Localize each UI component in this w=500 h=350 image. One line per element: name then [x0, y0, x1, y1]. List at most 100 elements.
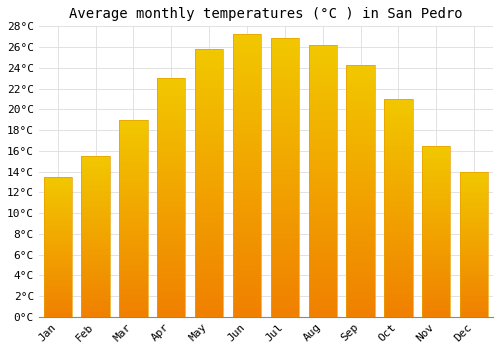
Bar — [157, 229, 186, 231]
Bar — [233, 232, 261, 235]
Bar — [195, 234, 224, 237]
Bar — [308, 64, 337, 67]
Bar — [346, 155, 375, 158]
Bar — [346, 241, 375, 244]
Bar — [195, 119, 224, 121]
Bar — [44, 213, 72, 215]
Bar — [460, 201, 488, 202]
Bar — [233, 107, 261, 110]
Bar — [157, 121, 186, 124]
Bar — [82, 161, 110, 162]
Bar — [157, 202, 186, 205]
Bar — [384, 295, 412, 297]
Bar — [233, 158, 261, 161]
Bar — [346, 168, 375, 170]
Bar — [233, 297, 261, 300]
Bar — [346, 176, 375, 178]
Bar — [422, 276, 450, 278]
Bar — [308, 178, 337, 181]
Bar — [460, 290, 488, 292]
Bar — [460, 174, 488, 176]
Bar — [44, 192, 72, 194]
Bar — [233, 124, 261, 127]
Bar — [270, 65, 299, 68]
Bar — [195, 180, 224, 183]
Bar — [346, 72, 375, 75]
Bar — [233, 135, 261, 138]
Bar — [195, 105, 224, 108]
Bar — [346, 170, 375, 173]
Bar — [82, 267, 110, 268]
Bar — [44, 272, 72, 273]
Bar — [157, 240, 186, 243]
Bar — [119, 183, 148, 185]
Bar — [460, 198, 488, 199]
Bar — [270, 88, 299, 91]
Bar — [44, 220, 72, 222]
Bar — [460, 238, 488, 240]
Bar — [270, 236, 299, 239]
Bar — [460, 270, 488, 272]
Bar — [119, 242, 148, 244]
Bar — [157, 221, 186, 224]
Bar — [308, 254, 337, 257]
Bar — [346, 309, 375, 312]
Bar — [119, 167, 148, 169]
Bar — [384, 164, 412, 167]
Bar — [119, 254, 148, 256]
Bar — [233, 164, 261, 167]
Bar — [308, 227, 337, 230]
Bar — [308, 273, 337, 276]
Bar — [308, 312, 337, 314]
Bar — [233, 161, 261, 164]
Bar — [460, 307, 488, 308]
Bar — [157, 307, 186, 310]
Bar — [346, 65, 375, 317]
Bar — [119, 226, 148, 228]
Bar — [233, 243, 261, 246]
Bar — [195, 223, 224, 226]
Bar — [308, 211, 337, 214]
Bar — [422, 176, 450, 178]
Bar — [346, 166, 375, 168]
Bar — [44, 217, 72, 219]
Bar — [346, 150, 375, 153]
Bar — [195, 113, 224, 116]
Bar — [270, 244, 299, 247]
Bar — [308, 192, 337, 195]
Bar — [460, 214, 488, 215]
Bar — [460, 295, 488, 296]
Bar — [119, 130, 148, 132]
Bar — [346, 224, 375, 226]
Bar — [195, 103, 224, 105]
Bar — [233, 283, 261, 286]
Bar — [270, 214, 299, 216]
Bar — [346, 208, 375, 211]
Bar — [460, 227, 488, 228]
Bar — [195, 132, 224, 135]
Bar — [346, 103, 375, 105]
Bar — [460, 296, 488, 298]
Bar — [233, 206, 261, 209]
Bar — [270, 280, 299, 283]
Bar — [157, 262, 186, 264]
Bar — [157, 85, 186, 88]
Bar — [346, 92, 375, 95]
Bar — [119, 127, 148, 130]
Bar — [233, 144, 261, 147]
Bar — [422, 219, 450, 221]
Bar — [384, 280, 412, 282]
Bar — [44, 301, 72, 303]
Bar — [460, 205, 488, 206]
Bar — [233, 113, 261, 116]
Bar — [308, 222, 337, 224]
Bar — [195, 218, 224, 220]
Bar — [384, 247, 412, 249]
Bar — [346, 80, 375, 82]
Bar — [157, 243, 186, 245]
Bar — [82, 240, 110, 241]
Bar — [346, 183, 375, 186]
Bar — [308, 195, 337, 197]
Bar — [270, 177, 299, 180]
Bar — [44, 271, 72, 272]
